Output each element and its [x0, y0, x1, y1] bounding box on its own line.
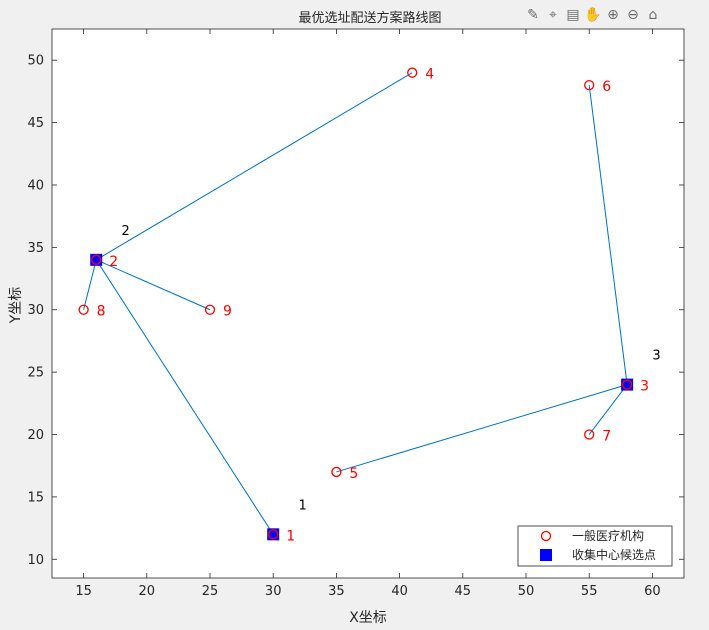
point-label: 3 [640, 379, 649, 395]
center-annotation: 1 [298, 498, 306, 513]
y-tick-label: 20 [27, 428, 44, 443]
center-annotation: 2 [122, 224, 130, 239]
x-axis-label: X坐标 [349, 610, 387, 626]
medical-marker[interactable] [331, 466, 342, 478]
x-tick-label: 15 [75, 584, 92, 599]
brush-icon[interactable]: ✎ [527, 7, 539, 23]
point-label: 1 [286, 528, 295, 544]
route-lines [83, 72, 628, 535]
point-label: 6 [602, 79, 611, 95]
y-tick-label: 50 [27, 54, 44, 69]
plot-area[interactable] [52, 29, 684, 578]
point-label: 2 [109, 254, 118, 270]
y-tick-label: 35 [27, 241, 44, 256]
route-line [336, 384, 628, 473]
x-tick-label: 45 [455, 584, 472, 599]
figure-toolbar: ✎ ⌖ ▤ ✋ ⊕ ⊖ ⌂ [524, 6, 662, 24]
legend-label-center: 收集中心候选点 [572, 547, 656, 562]
route-line [83, 259, 97, 310]
data-marks: 1 2 3 4 5 6 7 8 9 1 2 3 [78, 67, 661, 544]
medical-marker[interactable] [621, 379, 633, 390]
y-tick-label: 45 [27, 116, 44, 131]
center-annotation: 3 [652, 349, 660, 364]
point-label: 5 [349, 466, 358, 482]
y-axis-label: Y坐标 [8, 287, 24, 325]
legend-icon[interactable]: ▤ [566, 7, 580, 23]
point-label: 7 [602, 429, 611, 445]
medical-marker[interactable] [268, 529, 279, 540]
route-line [96, 259, 211, 311]
route-line [95, 259, 274, 535]
x-tick-label: 60 [644, 584, 661, 599]
legend[interactable]: 一般医疗机构 收集中心候选点 [517, 525, 673, 567]
plot-frame [51, 28, 685, 579]
point-label: 4 [425, 67, 434, 83]
medical-marker[interactable] [584, 79, 595, 91]
point-label: 9 [223, 304, 232, 320]
center-marker[interactable] [90, 253, 103, 266]
y-tick-label: 40 [27, 178, 44, 193]
x-tick-label: 50 [518, 584, 535, 599]
y-tick-label: 25 [27, 366, 44, 381]
x-tick-label: 20 [139, 584, 156, 599]
medical-marker[interactable] [78, 304, 89, 315]
zoom-out-icon[interactable]: ⊖ [627, 7, 639, 23]
y-tick-label: 30 [27, 303, 44, 318]
x-tick-label: 30 [265, 584, 282, 599]
zoom-in-icon[interactable]: ⊕ [607, 7, 619, 23]
x-tick-label: 55 [581, 584, 598, 599]
legend-label-medical: 一般医疗机构 [572, 528, 644, 543]
x-tick-label: 40 [391, 584, 408, 599]
pan-hand-icon[interactable]: ✋ [584, 7, 602, 23]
medical-marker[interactable] [91, 254, 102, 265]
route-line [95, 72, 413, 261]
x-tick-label: 35 [328, 584, 345, 599]
data-tip-icon[interactable]: ⌖ [549, 7, 557, 23]
point-label: 8 [97, 304, 106, 320]
medical-marker[interactable] [584, 429, 595, 440]
route-line [588, 384, 628, 435]
y-tick-label: 10 [27, 553, 44, 568]
x-tick-label: 25 [202, 584, 219, 599]
medical-marker[interactable] [407, 67, 418, 78]
route-line [588, 85, 628, 385]
chart-title: 最优选址配送方案路线图 [298, 10, 441, 26]
y-tick-label: 15 [27, 490, 44, 505]
home-icon[interactable]: ⌂ [648, 7, 658, 23]
legend-marker-medical [540, 530, 552, 542]
legend-marker-center [540, 549, 552, 561]
medical-marker[interactable] [204, 304, 216, 315]
